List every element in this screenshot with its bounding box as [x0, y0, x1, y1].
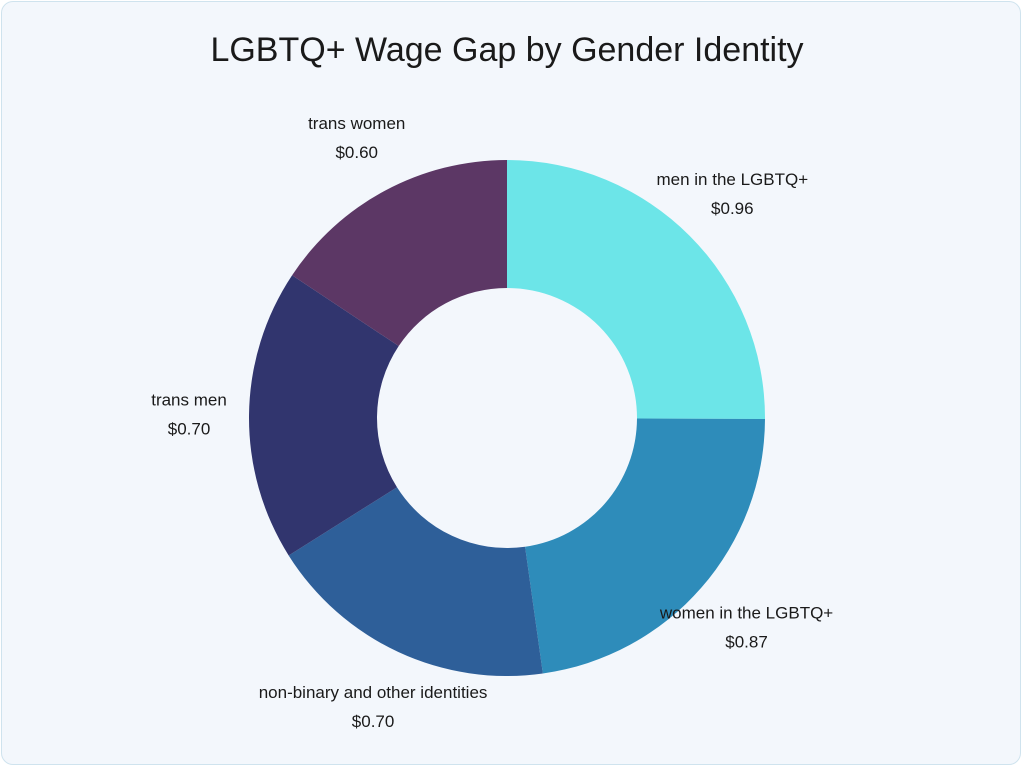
- donut-slice: [507, 160, 765, 420]
- donut-slice: [248, 275, 399, 556]
- slice-value-label: $0.70: [352, 712, 395, 731]
- slice-label: trans men: [151, 391, 227, 410]
- slice-value-label: $0.70: [168, 420, 211, 439]
- slice-label: trans women: [308, 114, 405, 133]
- slice-value-label: $0.60: [335, 143, 378, 162]
- donut-slice: [525, 418, 765, 674]
- slice-value-label: $0.96: [711, 199, 754, 218]
- slice-value-label: $0.87: [725, 633, 768, 652]
- donut-slice: [292, 160, 507, 347]
- slice-label: men in the LGBTQ+: [656, 170, 808, 189]
- slice-label: women in the LGBTQ+: [659, 604, 833, 623]
- chart-title: LGBTQ+ Wage Gap by Gender Identity: [210, 31, 803, 69]
- slice-label: non-binary and other identities: [259, 683, 488, 702]
- donut-slice: [288, 487, 543, 677]
